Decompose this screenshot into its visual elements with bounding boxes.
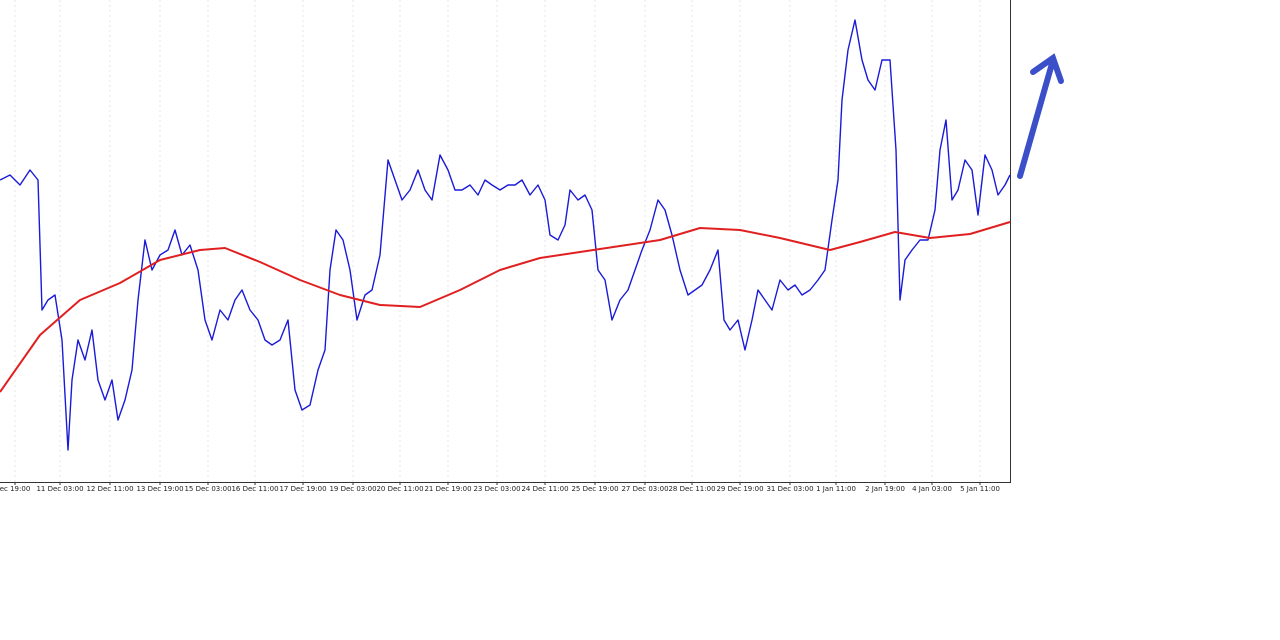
x-tick-label: 20 Dec 11:00 [376,485,423,493]
x-tick-label: 12 Dec 11:00 [86,485,133,493]
x-tick-label: 23 Dec 03:00 [473,485,520,493]
x-tick-label: 29 Dec 19:00 [716,485,763,493]
x-tick-label: 15 Dec 03:00 [184,485,231,493]
x-tick-label: 28 Dec 11:00 [668,485,715,493]
x-tick-label: 11 Dec 03:00 [36,485,83,493]
x-tick-label: 16 Dec 11:00 [231,485,278,493]
x-tick-label: 4 Jan 03:00 [912,485,952,493]
x-tick-label: 5 Jan 11:00 [960,485,1000,493]
x-tick-label: 25 Dec 19:00 [571,485,618,493]
x-tick-label: ec 19:00 [0,485,30,493]
x-tick-label: 31 Dec 03:00 [766,485,813,493]
series-line [0,221,1011,393]
x-tick-label: 21 Dec 19:00 [424,485,471,493]
series-line [0,19,1011,451]
x-tick-label: 1 Jan 11:00 [816,485,856,493]
x-tick-label: 19 Dec 03:00 [329,485,376,493]
x-tick-label: 24 Dec 11:00 [521,485,568,493]
arrow-annotation [1017,53,1064,179]
x-tick-label: 2 Jan 19:00 [865,485,905,493]
x-tick-label: 13 Dec 19:00 [136,485,183,493]
x-tick-label: 17 Dec 19:00 [279,485,326,493]
x-tick-label: 27 Dec 03:00 [621,485,668,493]
